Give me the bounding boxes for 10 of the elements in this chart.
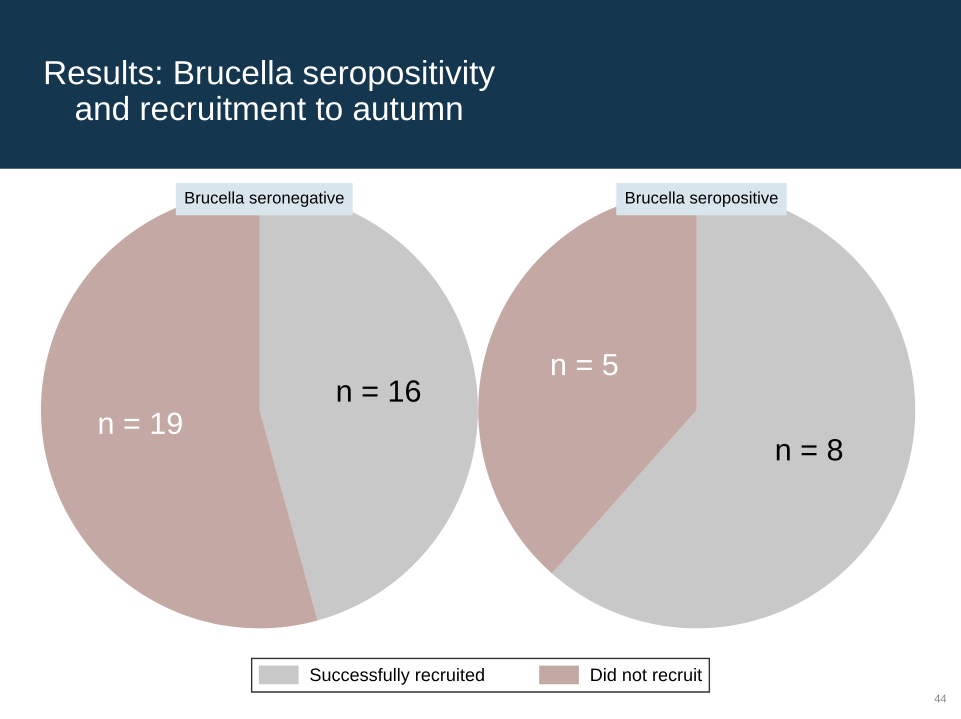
data-label: n = 8	[776, 439, 842, 461]
data-label: n = 16	[338, 380, 420, 402]
data-label: n = 5	[552, 354, 618, 376]
chart-title: Brucella seronegative	[186, 191, 344, 207]
legend-label: Did not recruit	[591, 668, 702, 682]
legend-label: Successfully recruited	[310, 668, 484, 685]
chart-title: Brucella seropositive	[626, 191, 778, 207]
text: 44	[934, 694, 946, 702]
text: Results: Brucella seropositivity and recruitment to autumn	[46, 60, 496, 120]
data-label: n = 19	[100, 412, 182, 434]
